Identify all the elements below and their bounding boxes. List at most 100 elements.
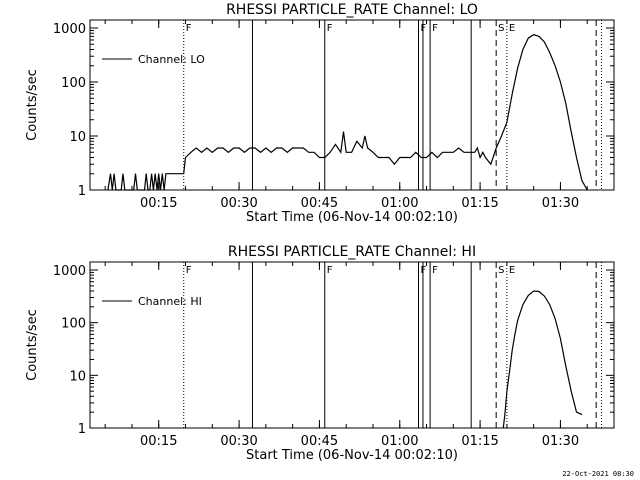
- plot-frame: [89, 261, 615, 429]
- data-point: [565, 365, 567, 367]
- data-point: [145, 173, 147, 175]
- data-point: [292, 147, 293, 149]
- chart-title: RHESSI PARTICLE_RATE Channel: HI: [228, 244, 476, 260]
- data-point: [506, 121, 508, 123]
- data-point: [340, 151, 342, 153]
- data-point: [244, 151, 245, 153]
- data-point: [117, 189, 118, 191]
- data-point: [107, 189, 109, 191]
- data-point: [126, 189, 127, 191]
- y-tick-label: 100: [61, 76, 86, 91]
- data-point: [581, 180, 583, 181]
- data-point: [162, 173, 163, 175]
- data-point: [183, 173, 185, 175]
- data-point: [110, 173, 111, 175]
- data-point: [201, 151, 202, 153]
- data-point: [265, 147, 267, 149]
- data-point: [120, 189, 122, 191]
- data-point: [420, 157, 422, 158]
- data-point: [345, 151, 347, 153]
- event-label: F: [186, 23, 192, 34]
- data-point: [128, 189, 129, 191]
- event-label: E: [509, 23, 515, 34]
- data-point: [367, 147, 368, 149]
- data-point: [165, 173, 167, 175]
- data-point: [453, 151, 454, 153]
- data-point: [576, 411, 577, 413]
- data-point: [335, 144, 336, 145]
- data-point: [324, 157, 326, 158]
- data-point: [399, 157, 401, 158]
- x-axis-label: Start Time (06-Nov-14 00:02:10): [246, 448, 458, 463]
- data-point: [415, 151, 417, 153]
- data-point: [442, 151, 443, 153]
- data-point: [474, 151, 476, 153]
- data-point: [303, 147, 304, 149]
- event-label: F: [186, 265, 192, 276]
- data-point: [477, 147, 478, 149]
- data-point: [383, 157, 384, 158]
- event-label: F: [327, 265, 333, 276]
- data-point: [147, 189, 149, 191]
- data-point: [560, 81, 561, 83]
- event-label: E: [509, 265, 515, 276]
- chart-title: RHESSI PARTICLE_RATE Channel: LO: [226, 2, 478, 18]
- data-point: [458, 147, 459, 149]
- data-point: [549, 304, 551, 305]
- data-point: [482, 151, 484, 153]
- data-point: [544, 295, 545, 297]
- data-point: [297, 147, 299, 149]
- data-point: [533, 290, 534, 292]
- event-label: F: [432, 23, 438, 34]
- data-point: [511, 93, 513, 95]
- data-point: [504, 411, 506, 413]
- footer-timestamp: 22-Oct-2021 08:30: [562, 470, 634, 478]
- x-tick-label: 01:15: [461, 196, 498, 211]
- data-point: [133, 189, 135, 191]
- data-point: [351, 151, 352, 153]
- data-point: [436, 157, 438, 158]
- data-point: [522, 304, 524, 305]
- data-point: [153, 189, 154, 191]
- data-point: [404, 157, 406, 158]
- y-tick-label: 10: [69, 369, 86, 384]
- data-point: [378, 157, 379, 158]
- data-point: [181, 173, 183, 175]
- data-point: [222, 147, 224, 149]
- y-tick-label: 10: [69, 130, 86, 145]
- data-point: [190, 151, 192, 153]
- data-point: [554, 65, 556, 67]
- data-series-line: [506, 34, 588, 191]
- x-tick-label: 00:15: [140, 434, 177, 449]
- data-point: [394, 163, 395, 165]
- data-point: [463, 151, 465, 153]
- x-tick-label: 01:30: [542, 196, 579, 211]
- data-point: [528, 37, 529, 39]
- data-point: [233, 147, 235, 149]
- x-tick-label: 01:00: [381, 196, 418, 211]
- data-point: [538, 291, 540, 292]
- data-point: [115, 189, 117, 191]
- legend-label: Channel: LO: [138, 53, 205, 66]
- data-point: [586, 189, 588, 191]
- legend-label: Channel: HI: [138, 295, 202, 308]
- data-point: [144, 189, 145, 191]
- data-point: [560, 338, 561, 339]
- data-point: [156, 189, 158, 191]
- data-point: [163, 189, 165, 191]
- data-point: [142, 189, 143, 191]
- data-point: [581, 414, 583, 415]
- data-point: [576, 157, 577, 158]
- data-point: [238, 147, 240, 149]
- data-point: [169, 173, 170, 175]
- data-point: [554, 318, 556, 319]
- data-point: [356, 140, 358, 142]
- plot-frame: [89, 19, 615, 191]
- data-point: [343, 131, 344, 133]
- data-point: [137, 189, 138, 191]
- y-axis-label: Counts/sec: [25, 309, 40, 381]
- data-point: [528, 295, 529, 296]
- data-point: [185, 157, 186, 158]
- data-point: [410, 157, 411, 158]
